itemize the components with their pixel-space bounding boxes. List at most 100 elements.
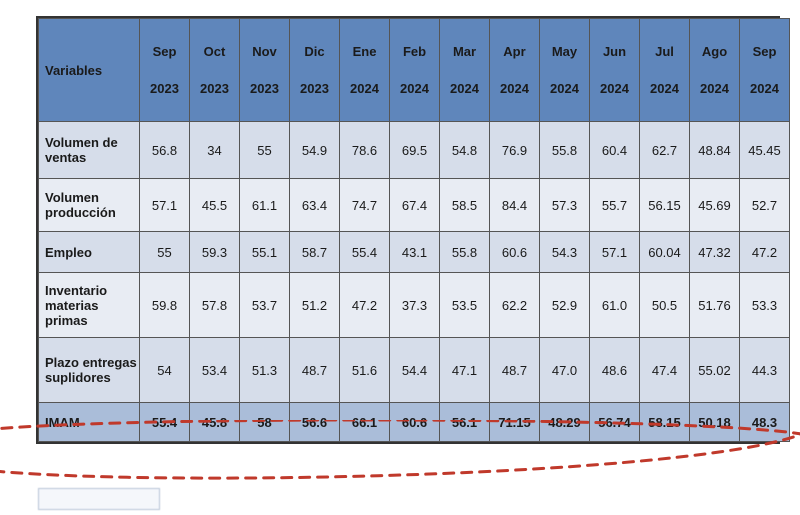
data-table-container: VariablesSep2023Oct2023Nov2023Dic2023Ene… <box>36 16 780 444</box>
header-col-3: Dic2023 <box>290 19 340 122</box>
header-col-2: Nov2023 <box>240 19 290 122</box>
cell: 53.3 <box>740 273 790 338</box>
cell: 45.45 <box>740 122 790 179</box>
cell: 48.29 <box>540 403 590 442</box>
cell: 55.4 <box>140 403 190 442</box>
header-col-4: Ene2024 <box>340 19 390 122</box>
cell: 56.15 <box>640 179 690 232</box>
cell: 51.3 <box>240 338 290 403</box>
cell: 62.2 <box>490 273 540 338</box>
cell: 84.4 <box>490 179 540 232</box>
header-col-7: Apr2024 <box>490 19 540 122</box>
cell: 55.4 <box>340 232 390 273</box>
cell: 47.2 <box>340 273 390 338</box>
table-row: Plazo entregas suplidores5453.451.348.75… <box>39 338 790 403</box>
data-table: VariablesSep2023Oct2023Nov2023Dic2023Ene… <box>38 18 790 442</box>
header-col-8: May2024 <box>540 19 590 122</box>
cell: 67.4 <box>390 179 440 232</box>
header-variables: Variables <box>39 19 140 122</box>
header-col-12: Sep2024 <box>740 19 790 122</box>
cell: 44.3 <box>740 338 790 403</box>
row-label: Plazo entregas suplidores <box>39 338 140 403</box>
cell: 45.5 <box>190 179 240 232</box>
cell: 54.9 <box>290 122 340 179</box>
cell: 62.7 <box>640 122 690 179</box>
cell: 56.6 <box>290 403 340 442</box>
cell: 56.1 <box>440 403 490 442</box>
cell: 51.76 <box>690 273 740 338</box>
cell: 57.1 <box>140 179 190 232</box>
cell: 56.8 <box>140 122 190 179</box>
cell: 71.15 <box>490 403 540 442</box>
row-label: Inventario materias primas <box>39 273 140 338</box>
cell: 57.3 <box>540 179 590 232</box>
cell: 60.6 <box>490 232 540 273</box>
cell: 50.18 <box>690 403 740 442</box>
cell: 55.8 <box>440 232 490 273</box>
cell: 76.9 <box>490 122 540 179</box>
cell: 51.6 <box>340 338 390 403</box>
cell: 61.1 <box>240 179 290 232</box>
cell: 55.02 <box>690 338 740 403</box>
cell: 55.1 <box>240 232 290 273</box>
cell: 55 <box>140 232 190 273</box>
cell: 60.6 <box>390 403 440 442</box>
cell: 47.0 <box>540 338 590 403</box>
cell: 58.5 <box>440 179 490 232</box>
footer-small-box <box>38 488 160 510</box>
cell: 48.6 <box>590 338 640 403</box>
cell: 54.4 <box>390 338 440 403</box>
cell: 58.7 <box>290 232 340 273</box>
cell: 56.74 <box>590 403 640 442</box>
header-col-10: Jul2024 <box>640 19 690 122</box>
cell: 78.6 <box>340 122 390 179</box>
cell: 55.8 <box>540 122 590 179</box>
cell: 63.4 <box>290 179 340 232</box>
table-body: Volumen de ventas56.8345554.978.669.554.… <box>39 122 790 442</box>
cell: 51.2 <box>290 273 340 338</box>
cell: 52.7 <box>740 179 790 232</box>
cell: 48.7 <box>290 338 340 403</box>
cell: 47.1 <box>440 338 490 403</box>
cell: 55.7 <box>590 179 640 232</box>
table-row: Volumen producción57.145.561.163.474.767… <box>39 179 790 232</box>
cell: 57.8 <box>190 273 240 338</box>
cell: 54 <box>140 338 190 403</box>
cell: 53.4 <box>190 338 240 403</box>
cell: 66.1 <box>340 403 390 442</box>
cell: 37.3 <box>390 273 440 338</box>
table-row: Inventario materias primas59.857.853.751… <box>39 273 790 338</box>
cell: 55 <box>240 122 290 179</box>
row-label: Empleo <box>39 232 140 273</box>
cell: 53.5 <box>440 273 490 338</box>
header-col-9: Jun2024 <box>590 19 640 122</box>
cell: 74.7 <box>340 179 390 232</box>
row-label: Volumen de ventas <box>39 122 140 179</box>
cell: 60.04 <box>640 232 690 273</box>
cell: 53.7 <box>240 273 290 338</box>
table-header: VariablesSep2023Oct2023Nov2023Dic2023Ene… <box>39 19 790 122</box>
cell: 47.32 <box>690 232 740 273</box>
cell: 50.5 <box>640 273 690 338</box>
cell: 58 <box>240 403 290 442</box>
cell: 54.8 <box>440 122 490 179</box>
cell: 60.4 <box>590 122 640 179</box>
cell: 43.1 <box>390 232 440 273</box>
cell: 57.1 <box>590 232 640 273</box>
table-row: Empleo5559.355.158.755.443.155.860.654.3… <box>39 232 790 273</box>
cell: 48.7 <box>490 338 540 403</box>
cell: 45.8 <box>190 403 240 442</box>
cell: 69.5 <box>390 122 440 179</box>
header-col-1: Oct2023 <box>190 19 240 122</box>
cell: 45.69 <box>690 179 740 232</box>
cell: 61.0 <box>590 273 640 338</box>
cell: 48.84 <box>690 122 740 179</box>
header-col-5: Feb2024 <box>390 19 440 122</box>
cell: 47.4 <box>640 338 690 403</box>
cell: 47.2 <box>740 232 790 273</box>
cell: 34 <box>190 122 240 179</box>
header-col-11: Ago2024 <box>690 19 740 122</box>
row-label: IMAM <box>39 403 140 442</box>
table-row: IMAM55.445.85856.666.160.656.171.1548.29… <box>39 403 790 442</box>
cell: 54.3 <box>540 232 590 273</box>
